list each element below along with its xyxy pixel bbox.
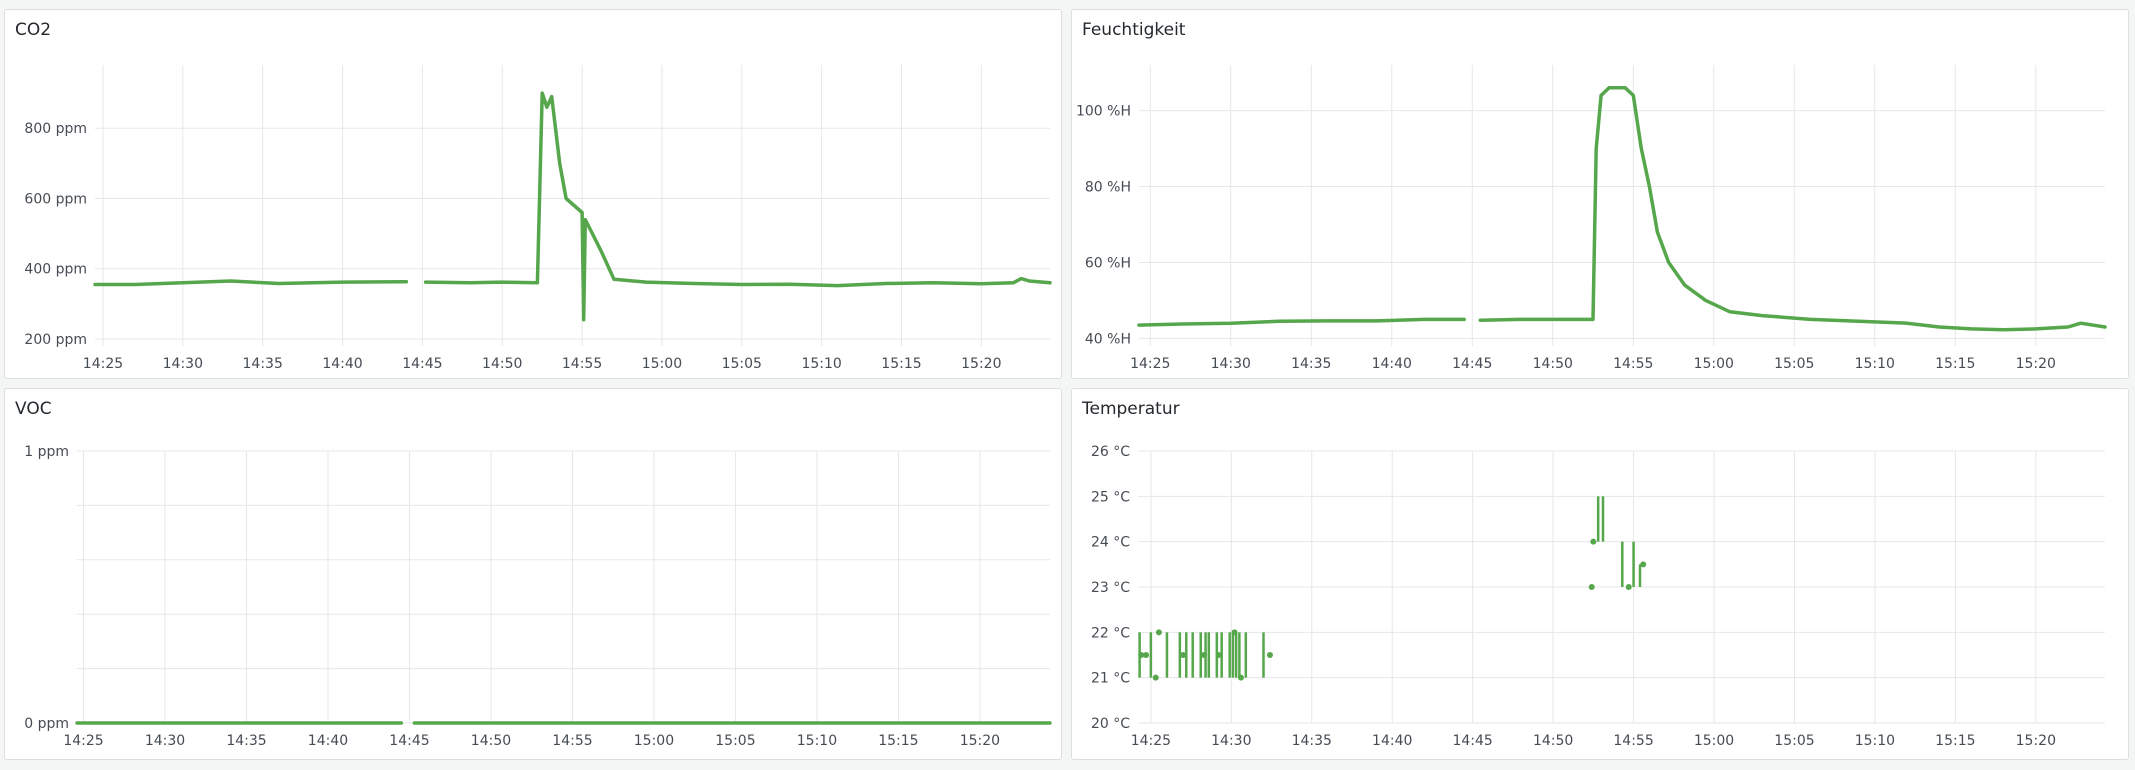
x-tick-label: 15:15 <box>1935 356 1975 372</box>
x-tick-label: 15:00 <box>1694 356 1734 372</box>
series-line <box>423 91 1052 322</box>
y-tick-label: 40 %H <box>1085 331 1131 347</box>
x-tick-label: 14:50 <box>482 356 522 372</box>
x-tick-label: 15:10 <box>1855 733 1895 749</box>
panel-title: Feuchtigkeit <box>1082 20 1186 40</box>
y-tick-label: 22 °C <box>1091 625 1130 641</box>
x-tick-label: 15:10 <box>1855 356 1895 372</box>
x-tick-label: 14:40 <box>1372 733 1412 749</box>
x-tick-label: 15:05 <box>1774 733 1814 749</box>
y-tick-label: 200 ppm <box>24 332 87 348</box>
data-point <box>1590 538 1597 545</box>
x-tick-label: 14:40 <box>1372 356 1412 372</box>
data-point <box>1266 652 1273 658</box>
y-tick-label: 26 °C <box>1091 444 1130 460</box>
x-tick-label: 15:15 <box>1935 733 1975 749</box>
panel-title: VOC <box>15 399 52 419</box>
x-tick-label: 14:55 <box>1613 356 1653 372</box>
x-tick-label: 14:30 <box>145 733 185 749</box>
y-tick-label: 25 °C <box>1091 489 1130 505</box>
y-tick-label: 0 ppm <box>24 716 69 732</box>
x-tick-label: 14:50 <box>1533 356 1573 372</box>
x-tick-label: 14:25 <box>83 356 123 372</box>
y-tick-label: 60 %H <box>1085 255 1131 271</box>
feuchtigkeit-chart: 14:25 14:30 14:35 14:40 14:45 14:50 14:55 15:00… <box>1076 65 2107 372</box>
data-point <box>1138 652 1145 658</box>
series-line <box>1137 317 1466 327</box>
temperatur-panel: Temperatur 14:25 14:30 14:35 14:40 14:45 14:5… <box>1071 388 2129 760</box>
panel-title: Temperatur <box>1082 399 1180 419</box>
x-tick-label: 14:40 <box>322 356 362 372</box>
series-line <box>1478 86 2107 332</box>
x-tick-label: 14:55 <box>562 356 602 372</box>
x-tick-label: 14:35 <box>243 356 283 372</box>
y-tick-label: 23 °C <box>1091 580 1130 596</box>
data-point <box>1200 652 1207 658</box>
data-point <box>1231 629 1238 636</box>
x-tick-label: 14:45 <box>1452 733 1492 749</box>
y-tick-label: 21 °C <box>1091 671 1130 687</box>
x-tick-label: 14:55 <box>552 733 592 749</box>
temperatur-chart: 14:25 14:30 14:35 14:40 14:45 14:50 14:55 15:00… <box>1091 444 2105 749</box>
x-tick-label: 15:20 <box>961 356 1001 372</box>
x-tick-label: 14:40 <box>308 733 348 749</box>
co2-panel: CO2 14:25 14:30 14:35 14:40 14:45 14:50 14:55 1… <box>4 9 1062 379</box>
y-tick-label: 600 ppm <box>24 191 87 207</box>
data-point <box>1180 652 1187 658</box>
x-tick-label: 14:45 <box>402 356 442 372</box>
data-point <box>1640 561 1647 568</box>
x-tick-label: 14:55 <box>1613 733 1653 749</box>
feuchtigkeit-panel: Feuchtigkeit 14:25 14:30 14:35 14:40 14:45 14… <box>1071 9 2129 379</box>
x-tick-label: 15:00 <box>634 733 674 749</box>
x-tick-label: 14:35 <box>226 733 266 749</box>
x-tick-label: 14:30 <box>163 356 203 372</box>
data-point <box>1625 584 1632 590</box>
y-tick-label: 100 %H <box>1076 104 1131 120</box>
x-tick-label: 14:35 <box>1291 356 1331 372</box>
x-tick-label: 14:25 <box>63 733 103 749</box>
x-tick-label: 15:20 <box>960 733 1000 749</box>
x-tick-label: 15:00 <box>1694 733 1734 749</box>
data-point <box>1237 674 1244 681</box>
x-tick-label: 14:25 <box>1130 356 1170 372</box>
panel-title: CO2 <box>15 20 52 40</box>
data-point <box>1215 652 1222 658</box>
y-tick-label: 20 °C <box>1091 716 1130 732</box>
x-tick-label: 15:05 <box>715 733 755 749</box>
data-point <box>1152 674 1159 681</box>
x-tick-label: 15:20 <box>2016 733 2056 749</box>
x-tick-label: 15:15 <box>881 356 921 372</box>
x-tick-label: 14:50 <box>471 733 511 749</box>
x-tick-label: 15:10 <box>801 356 841 372</box>
x-tick-label: 15:05 <box>1774 356 1814 372</box>
x-tick-label: 15:05 <box>722 356 762 372</box>
y-tick-label: 80 %H <box>1085 180 1131 196</box>
x-tick-label: 14:30 <box>1211 733 1251 749</box>
x-tick-label: 14:45 <box>389 733 429 749</box>
x-tick-label: 14:25 <box>1131 733 1171 749</box>
x-tick-label: 14:35 <box>1292 733 1332 749</box>
y-tick-label: 800 ppm <box>24 121 87 137</box>
y-tick-label: 400 ppm <box>24 262 87 278</box>
series-line <box>93 279 409 287</box>
data-point <box>1588 584 1595 590</box>
y-tick-label: 24 °C <box>1091 535 1130 551</box>
voc-panel: VOC 14:25 14:30 14:35 14:40 14:45 14:50 14:55 1… <box>4 388 1062 760</box>
x-tick-label: 15:00 <box>642 356 682 372</box>
co2-chart: 14:25 14:30 14:35 14:40 14:45 14:50 14:55 15:00… <box>24 65 1052 372</box>
x-tick-label: 14:45 <box>1452 356 1492 372</box>
x-tick-label: 14:50 <box>1533 733 1573 749</box>
y-tick-label: 1 ppm <box>24 444 69 460</box>
x-tick-label: 15:15 <box>878 733 918 749</box>
data-point <box>1143 652 1150 658</box>
data-point <box>1155 629 1162 636</box>
x-tick-label: 14:30 <box>1211 356 1251 372</box>
voc-chart: 14:25 14:30 14:35 14:40 14:45 14:50 14:55 15:00… <box>24 444 1052 749</box>
x-tick-label: 15:10 <box>797 733 837 749</box>
x-tick-label: 15:20 <box>2016 356 2056 372</box>
